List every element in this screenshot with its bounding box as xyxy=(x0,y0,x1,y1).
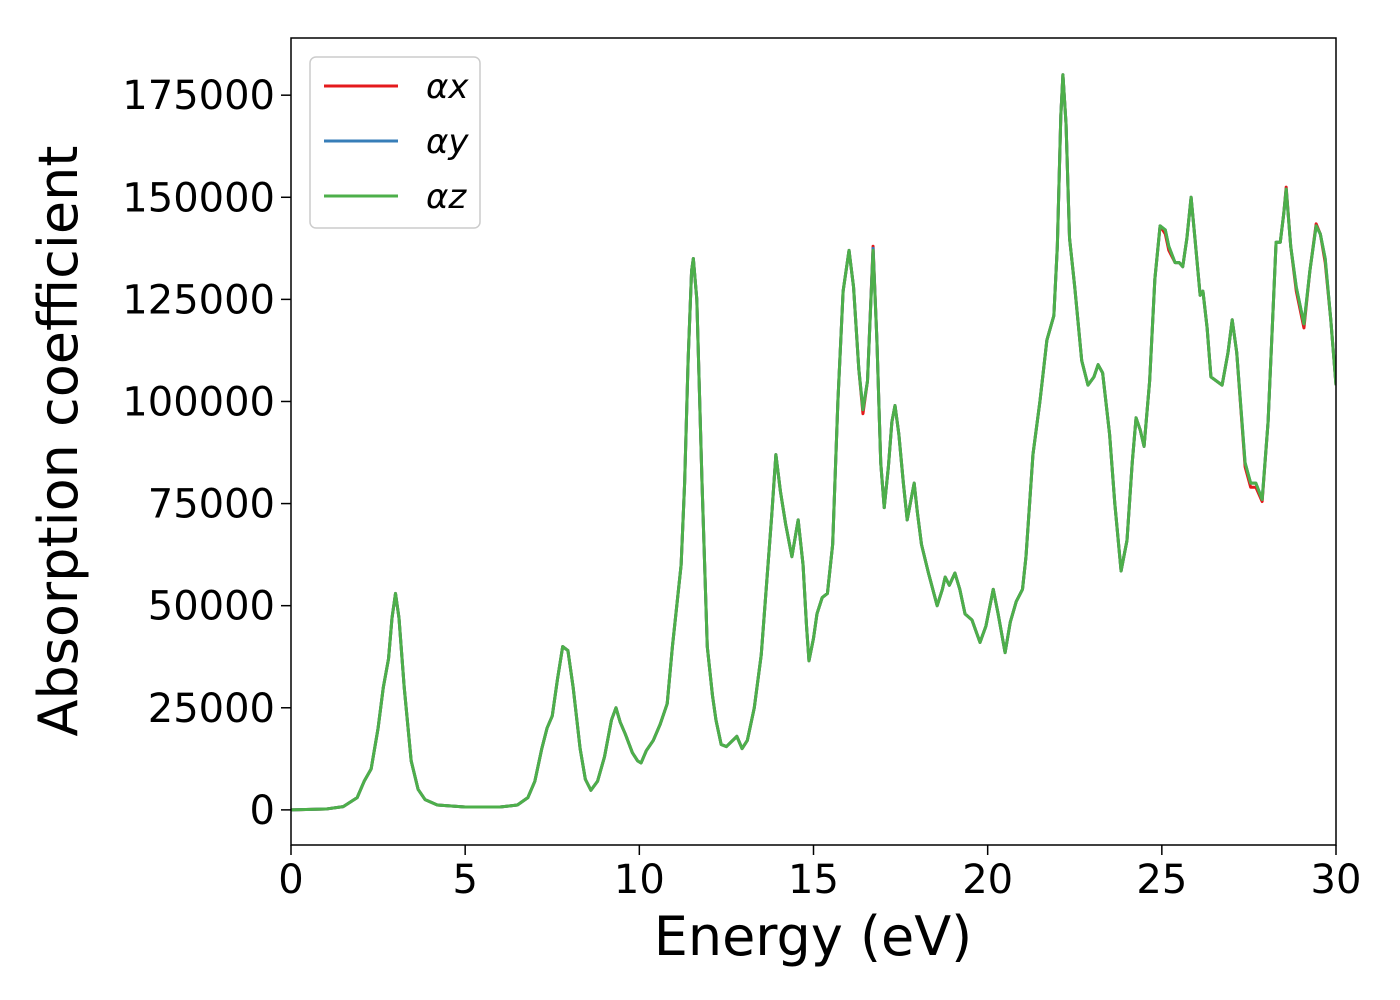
legend: αx αy αz xyxy=(309,56,481,229)
y-tick-label: 0 xyxy=(250,788,275,834)
y-tick-label: 175000 xyxy=(122,73,275,119)
legend-label: αx xyxy=(426,67,469,107)
x-tick-label: 25 xyxy=(1136,857,1187,903)
x-tick-label: 20 xyxy=(962,857,1013,903)
y-tick-label: 100000 xyxy=(122,379,275,425)
y-tick-label: 125000 xyxy=(122,277,275,323)
y-tick-label: 25000 xyxy=(148,686,275,732)
x-axis-label: Energy (eV) xyxy=(654,905,973,968)
plot-frame xyxy=(290,37,1337,846)
y-axis-label: Absorption coefficient xyxy=(27,146,90,737)
x-tick-label: 5 xyxy=(452,857,477,903)
x-tick-label: 0 xyxy=(278,857,303,903)
series-line xyxy=(291,73,1336,812)
x-tick-label: 15 xyxy=(788,857,839,903)
x-tick-label: 30 xyxy=(1311,857,1362,903)
x-tick-label: 10 xyxy=(614,857,665,903)
y-tick-label: 50000 xyxy=(148,584,275,630)
y-tick-label: 75000 xyxy=(148,482,275,528)
y-tick-label: 150000 xyxy=(122,175,275,221)
legend-label: αy xyxy=(426,122,469,162)
legend-label: αz xyxy=(426,177,467,217)
